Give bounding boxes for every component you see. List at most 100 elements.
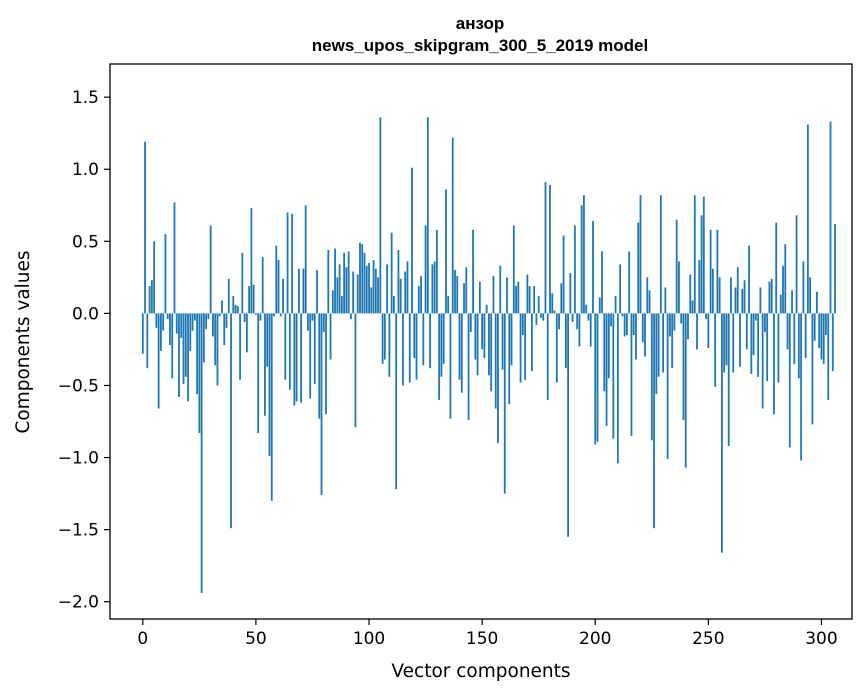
x-tick-label: 100 [353, 629, 385, 649]
bar-component-127 [429, 313, 432, 369]
bar-component-200 [594, 313, 597, 445]
bar-component-27 [202, 313, 205, 363]
bar-component-232 [666, 313, 669, 459]
bar-component-104 [377, 277, 379, 314]
bar-component-39 [230, 313, 232, 529]
bar-component-218 [635, 313, 637, 360]
bar-component-31 [212, 313, 214, 337]
bar-component-192 [576, 313, 579, 330]
bar-component-149 [478, 281, 481, 314]
bar-component-180 [549, 185, 551, 314]
y-tick-label: 1.5 [72, 88, 99, 108]
bar-component-110 [390, 232, 393, 314]
y-tick-label: 0.0 [72, 304, 99, 324]
bar-component-11 [166, 313, 169, 320]
bar-component-42 [236, 306, 239, 314]
bar-component-119 [411, 167, 413, 314]
bar-component-173 [533, 286, 536, 314]
bar-component-50 [255, 313, 257, 315]
bar-component-95 [356, 274, 359, 314]
bar-component-41 [234, 304, 237, 314]
bar-component-134 [445, 189, 447, 314]
bar-component-81 [325, 313, 327, 415]
bar-component-294 [806, 124, 809, 314]
bar-component-253 [714, 313, 717, 387]
bar-component-267 [745, 313, 748, 350]
bar-component-282 [779, 294, 782, 314]
bar-component-86 [336, 277, 339, 314]
x-tick-label: 0 [137, 629, 148, 649]
bar-component-227 [655, 313, 658, 395]
bar-component-188 [567, 313, 569, 537]
bar-component-270 [752, 313, 755, 356]
bar-component-13 [171, 313, 174, 379]
bar-component-208 [612, 313, 615, 439]
bar-component-85 [334, 248, 336, 314]
bar-component-45 [243, 313, 246, 323]
x-tick-label: 300 [805, 629, 837, 649]
bar-component-279 [773, 313, 775, 415]
bar-component-51 [257, 313, 260, 434]
bar-component-116 [404, 271, 407, 314]
bar-component-55 [266, 313, 269, 367]
bar-component-5 [153, 241, 156, 314]
bar-component-193 [578, 313, 581, 347]
y-tick-label: −2.0 [58, 593, 99, 613]
bar-component-144 [467, 313, 470, 421]
bar-component-59 [275, 245, 278, 314]
bar-component-162 [508, 313, 511, 405]
bar-component-90 [345, 267, 348, 314]
bar-component-275 [764, 313, 766, 333]
bar-component-240 [684, 313, 687, 468]
bar-component-212 [621, 313, 624, 317]
bar-component-255 [718, 277, 721, 314]
bar-component-26 [200, 313, 203, 594]
bar-component-209 [614, 296, 617, 314]
bar-component-217 [632, 313, 635, 336]
bar-component-259 [727, 313, 730, 447]
bar-component-121 [415, 313, 418, 380]
bar-component-123 [420, 275, 422, 314]
bar-component-65 [288, 313, 291, 390]
bar-component-109 [388, 313, 391, 377]
bar-component-273 [759, 287, 762, 314]
bar-component-69 [297, 268, 300, 314]
bar-component-82 [327, 249, 330, 314]
bar-component-36 [223, 313, 226, 346]
x-tick-label: 150 [466, 629, 498, 649]
bar-component-146 [472, 229, 474, 314]
bar-component-295 [809, 277, 812, 314]
bar-component-174 [535, 313, 538, 325]
bar-component-83 [329, 313, 332, 360]
bar-component-245 [696, 313, 698, 350]
bar-component-96 [359, 242, 361, 314]
bar-component-80 [322, 313, 325, 333]
bar-component-303 [827, 313, 830, 400]
bar-component-161 [506, 277, 508, 314]
bar-component-285 [786, 313, 789, 350]
bar-component-181 [551, 293, 554, 314]
bar-component-72 [304, 205, 307, 314]
bar-component-194 [580, 205, 583, 314]
bar-component-293 [804, 313, 807, 359]
bar-component-135 [447, 296, 450, 314]
bar-component-60 [277, 260, 280, 314]
bar-component-18 [182, 313, 185, 385]
bar-component-195 [583, 195, 585, 314]
bar-component-242 [689, 274, 692, 314]
bar-component-9 [162, 313, 165, 331]
bar-component-8 [159, 313, 162, 351]
bar-component-286 [788, 313, 791, 448]
bar-component-35 [221, 300, 223, 314]
bar-component-139 [456, 275, 459, 314]
bar-component-46 [245, 313, 248, 353]
bar-component-256 [721, 313, 723, 553]
bar-component-124 [422, 313, 425, 366]
chart-subtitle: news_upos_skipgram_300_5_2019 model [312, 36, 648, 55]
bar-component-301 [822, 313, 825, 364]
y-tick-label: −1.0 [58, 449, 99, 469]
bar-component-108 [386, 264, 389, 314]
bar-component-261 [732, 313, 735, 373]
bar-component-224 [648, 290, 651, 314]
bar-component-136 [449, 313, 452, 419]
